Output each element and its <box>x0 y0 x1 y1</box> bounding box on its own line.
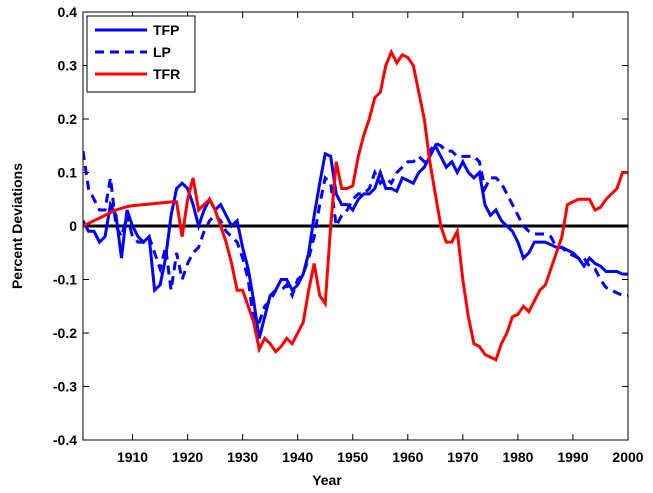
y-tick-label: 0.4 <box>58 4 78 20</box>
x-tick-label: 1940 <box>282 449 313 465</box>
x-tick-label: 1930 <box>227 449 258 465</box>
y-tick-label: -0.2 <box>53 325 77 341</box>
x-tick-label: 1950 <box>337 449 368 465</box>
x-axis-label: Year <box>312 472 342 488</box>
x-tick-label: 1970 <box>447 449 478 465</box>
x-tick-label: 2000 <box>612 449 643 465</box>
y-axis-label: Percent Deviations <box>9 163 25 289</box>
y-tick-label: 0.3 <box>58 58 78 74</box>
legend-label: LP <box>153 44 171 60</box>
series-line <box>83 48 628 362</box>
x-tick-label: 1960 <box>392 449 423 465</box>
x-tick-label: 1920 <box>172 449 203 465</box>
series-line <box>83 141 628 324</box>
y-tick-label: -0.1 <box>53 272 77 288</box>
y-tick-label: -0.3 <box>53 379 77 395</box>
legend-label: TFP <box>153 22 179 38</box>
legend-label: TFR <box>153 66 180 82</box>
y-tick-label: 0.1 <box>58 165 78 181</box>
x-tick-label: 1980 <box>502 449 533 465</box>
y-tick-label: 0.2 <box>58 111 78 127</box>
y-tick-label: 0 <box>69 218 77 234</box>
y-tick-label: -0.4 <box>53 432 77 448</box>
plot-frame <box>82 11 629 441</box>
x-tick-label: 1910 <box>117 449 148 465</box>
x-tick-label: 1990 <box>557 449 588 465</box>
